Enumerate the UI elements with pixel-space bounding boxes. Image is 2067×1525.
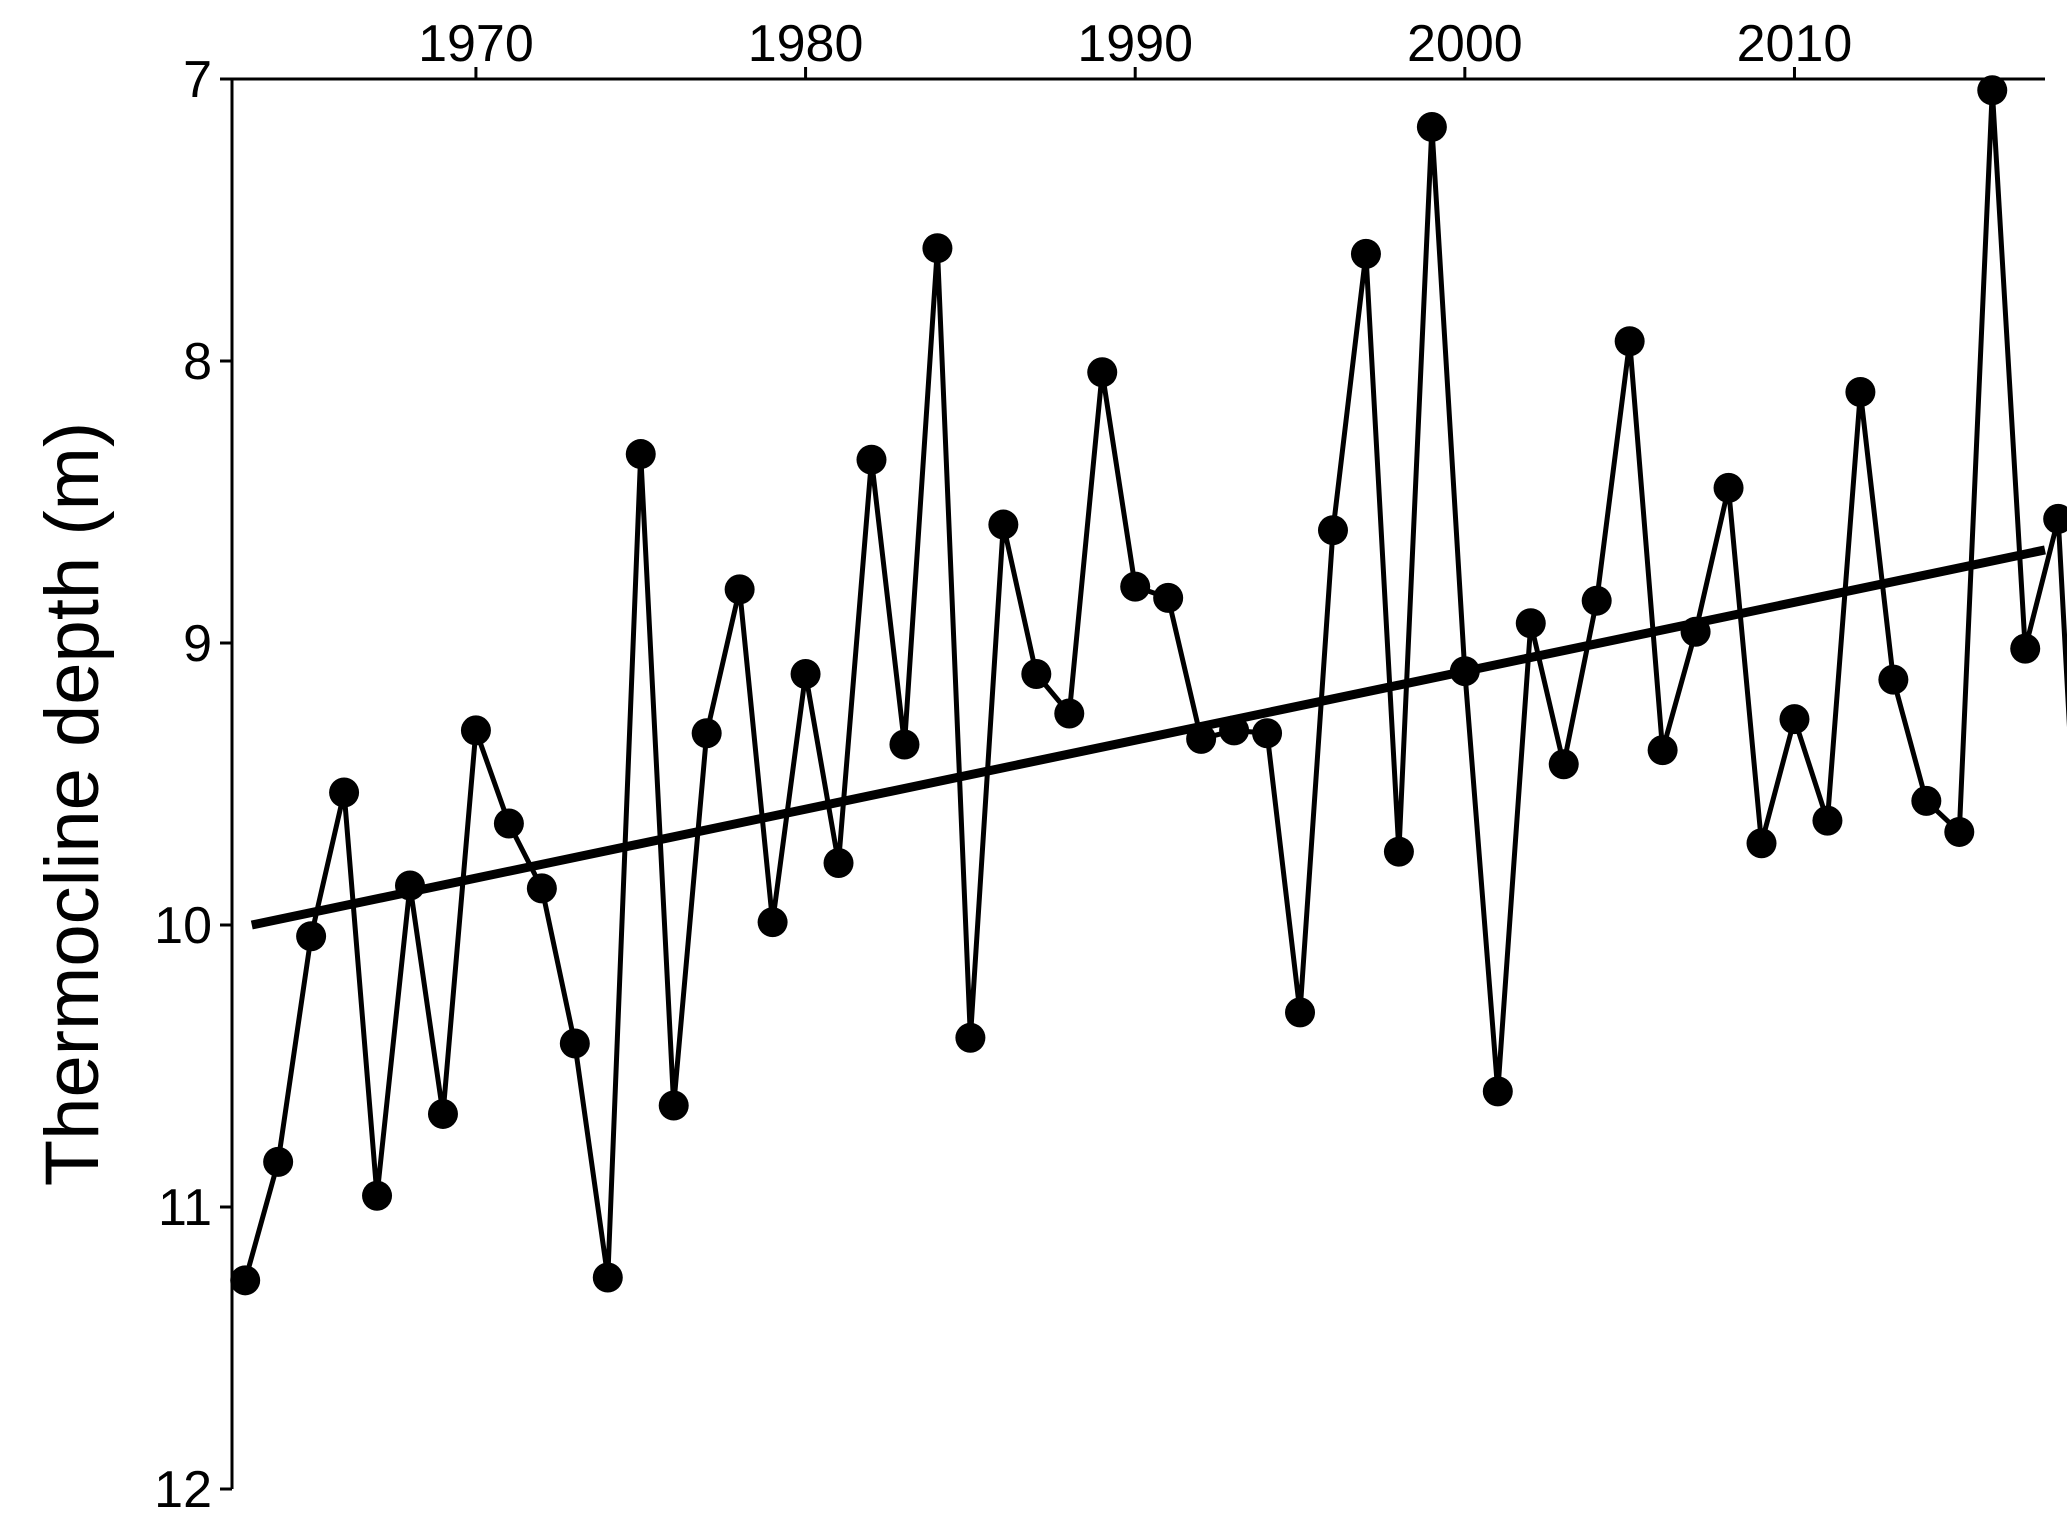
data-point bbox=[724, 574, 755, 605]
data-point bbox=[1548, 749, 1579, 780]
data-point bbox=[1845, 377, 1876, 408]
data-point bbox=[1317, 515, 1348, 546]
data-point bbox=[559, 1028, 590, 1059]
y-tick-label: 12 bbox=[154, 1461, 212, 1519]
y-tick-label: 8 bbox=[183, 333, 212, 391]
data-point bbox=[691, 718, 722, 749]
data-point bbox=[922, 233, 953, 264]
data-point bbox=[1021, 659, 1052, 690]
data-point bbox=[955, 1022, 986, 1053]
x-tick-label: 1990 bbox=[1077, 15, 1193, 73]
axes: 1970 1980 1990 2000 2010 7 8 9 10 11 12 bbox=[154, 15, 2045, 1519]
y-tick-label: 7 bbox=[183, 51, 212, 109]
x-tick-label: 2010 bbox=[1737, 15, 1853, 73]
data-point bbox=[2043, 503, 2067, 534]
x-tick-label: 1970 bbox=[418, 15, 534, 73]
data-point bbox=[889, 729, 920, 760]
data-point bbox=[1977, 75, 2008, 106]
data-point bbox=[757, 907, 788, 938]
data-point bbox=[988, 509, 1019, 540]
data-point bbox=[1944, 816, 1975, 847]
data-point bbox=[1878, 664, 1909, 695]
x-tick-label: 2000 bbox=[1407, 15, 1523, 73]
data-point bbox=[263, 1146, 294, 1177]
data-point bbox=[790, 659, 821, 690]
data-point bbox=[362, 1180, 393, 1211]
data-point bbox=[2010, 633, 2041, 664]
y-axis-title: Thermocline depth (m) bbox=[30, 422, 115, 1187]
data-point bbox=[823, 847, 854, 878]
data-point bbox=[1416, 111, 1447, 142]
data-point bbox=[1449, 656, 1480, 687]
data-point bbox=[1219, 715, 1250, 746]
y-tick-label: 10 bbox=[154, 897, 212, 955]
data-point bbox=[1614, 326, 1645, 357]
data-point bbox=[592, 1262, 623, 1293]
series-line bbox=[242, 87, 2067, 1281]
data-point bbox=[1350, 238, 1381, 269]
y-tick-label: 9 bbox=[183, 615, 212, 673]
data-point bbox=[1911, 785, 1942, 816]
data-point bbox=[427, 1098, 458, 1129]
y-tick-label: 11 bbox=[158, 1179, 212, 1237]
data-point bbox=[1680, 616, 1711, 647]
data-point bbox=[1153, 582, 1184, 613]
data-point bbox=[1252, 718, 1283, 749]
data-point bbox=[493, 808, 524, 839]
x-tick-label: 1980 bbox=[748, 15, 864, 73]
data-point bbox=[526, 873, 557, 904]
data-point bbox=[296, 921, 327, 952]
data-point bbox=[1515, 608, 1546, 639]
series-group bbox=[230, 75, 2067, 1296]
data-point bbox=[1482, 1076, 1513, 1107]
trend-line bbox=[250, 545, 2046, 930]
data-point bbox=[1087, 357, 1118, 388]
data-point bbox=[329, 777, 360, 808]
data-point bbox=[1383, 836, 1414, 867]
data-point bbox=[395, 870, 426, 901]
data-point bbox=[658, 1090, 689, 1121]
data-point bbox=[1581, 585, 1612, 616]
data-point bbox=[1285, 997, 1316, 1028]
data-point bbox=[1812, 805, 1843, 836]
data-point bbox=[1779, 704, 1810, 735]
data-point bbox=[1120, 571, 1151, 602]
data-point bbox=[460, 715, 491, 746]
y-axis-title-group: Thermocline depth (m) bbox=[30, 422, 115, 1187]
data-point bbox=[1746, 828, 1777, 859]
data-point bbox=[1186, 723, 1217, 754]
data-point bbox=[1054, 698, 1085, 729]
trend-group bbox=[250, 545, 2046, 930]
data-point bbox=[856, 444, 887, 475]
data-point bbox=[1647, 735, 1678, 766]
data-point bbox=[1713, 472, 1744, 503]
data-point bbox=[625, 439, 656, 470]
data-point bbox=[230, 1265, 261, 1296]
